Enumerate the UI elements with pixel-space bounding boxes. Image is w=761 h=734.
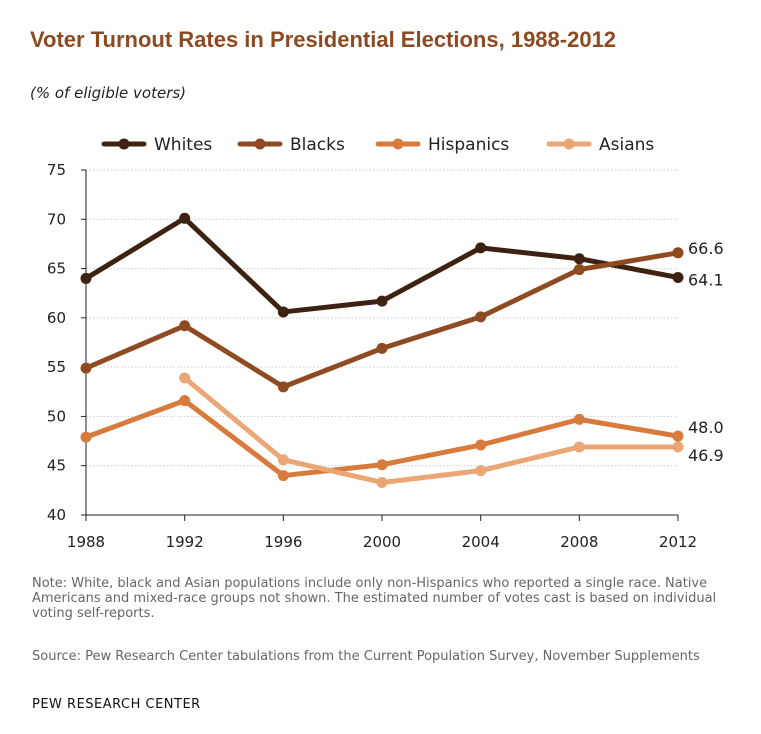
legend-marker-hispanics	[392, 138, 404, 150]
y-tick-label: 75	[47, 161, 66, 179]
point-blacks-2004	[475, 311, 487, 323]
legend-label-whites: Whites	[154, 135, 212, 155]
brand-label: PEW RESEARCH CENTER	[32, 697, 201, 712]
point-hispanics-2004	[475, 439, 487, 451]
y-tick-label: 60	[47, 309, 66, 327]
point-whites-2004	[475, 242, 487, 254]
point-hispanics-2012	[672, 430, 684, 442]
point-asians-2008	[573, 441, 585, 453]
point-blacks-1996	[277, 381, 289, 393]
chart-source: Source: Pew Research Center tabulations …	[32, 649, 700, 664]
point-asians-2004	[475, 465, 487, 477]
x-tick-label: 2012	[659, 533, 697, 551]
series-blacks	[80, 247, 684, 393]
y-tick-label: 55	[47, 358, 66, 376]
point-whites-1992	[179, 212, 191, 224]
legend-label-hispanics: Hispanics	[428, 135, 509, 155]
legend-label-asians: Asians	[599, 135, 654, 155]
series-whites	[80, 212, 684, 318]
y-tick-label: 45	[47, 457, 66, 475]
end-labels: 66.6 64.1 48.0 46.9	[688, 239, 724, 465]
x-tick-label: 1992	[166, 533, 204, 551]
chart-subtitle: (% of eligible voters)	[30, 84, 187, 102]
point-asians-2012	[672, 441, 684, 453]
x-tick-label: 2004	[462, 533, 500, 551]
legend-item-whites: Whites	[101, 135, 212, 155]
legend-marker-whites	[118, 138, 130, 150]
point-hispanics-1992	[179, 395, 191, 407]
y-tick-label: 70	[47, 210, 66, 228]
series-lines	[80, 212, 684, 488]
point-hispanics-2008	[573, 413, 585, 425]
point-whites-1996	[277, 306, 289, 318]
line-asians	[182, 375, 681, 485]
y-tick-label: 65	[47, 260, 66, 278]
legend-item-hispanics: Hispanics	[375, 135, 509, 155]
point-hispanics-2000	[376, 459, 388, 471]
x-tick-label: 2000	[363, 533, 401, 551]
end-label-blacks: 66.6	[688, 239, 724, 258]
x-tick-label: 1988	[67, 533, 105, 551]
legend-label-blacks: Blacks	[290, 135, 345, 155]
chart-note: Note: White, black and Asian populations…	[32, 576, 717, 621]
x-tick-label: 1996	[264, 533, 302, 551]
point-blacks-2008	[573, 264, 585, 276]
legend-marker-asians	[563, 138, 575, 150]
point-whites-2000	[376, 295, 388, 307]
x-tick-label: 2008	[560, 533, 598, 551]
point-asians-1992	[179, 372, 191, 384]
point-whites-2008	[573, 253, 585, 265]
chart-title: Voter Turnout Rates in Presidential Elec…	[30, 27, 617, 52]
end-label-asians: 46.9	[688, 446, 724, 465]
legend-marker-blacks	[254, 138, 266, 150]
point-blacks-1992	[179, 320, 191, 332]
y-axis: 40 45 50 55 60 65 70 75	[47, 161, 87, 524]
legend-item-blacks: Blacks	[237, 135, 345, 155]
y-tick-label: 40	[47, 506, 66, 524]
end-label-hispanics: 48.0	[688, 418, 724, 437]
x-axis: 1988 1992 1996 2000 2004 2008 2012	[67, 514, 697, 551]
point-whites-1988	[80, 272, 92, 284]
end-label-whites: 64.1	[688, 270, 724, 289]
point-whites-2012	[672, 271, 684, 283]
legend: Whites Blacks Hispanics Asians	[101, 135, 654, 155]
point-blacks-2000	[376, 342, 388, 354]
point-hispanics-1996	[277, 470, 289, 482]
series-hispanics	[80, 395, 684, 482]
point-blacks-2012	[672, 247, 684, 259]
point-blacks-1988	[80, 362, 92, 374]
point-hispanics-1988	[80, 431, 92, 443]
point-asians-1996	[277, 454, 289, 466]
series-asians	[179, 372, 684, 488]
point-asians-2000	[376, 476, 388, 488]
y-tick-label: 50	[47, 407, 66, 425]
legend-item-asians: Asians	[546, 135, 654, 155]
